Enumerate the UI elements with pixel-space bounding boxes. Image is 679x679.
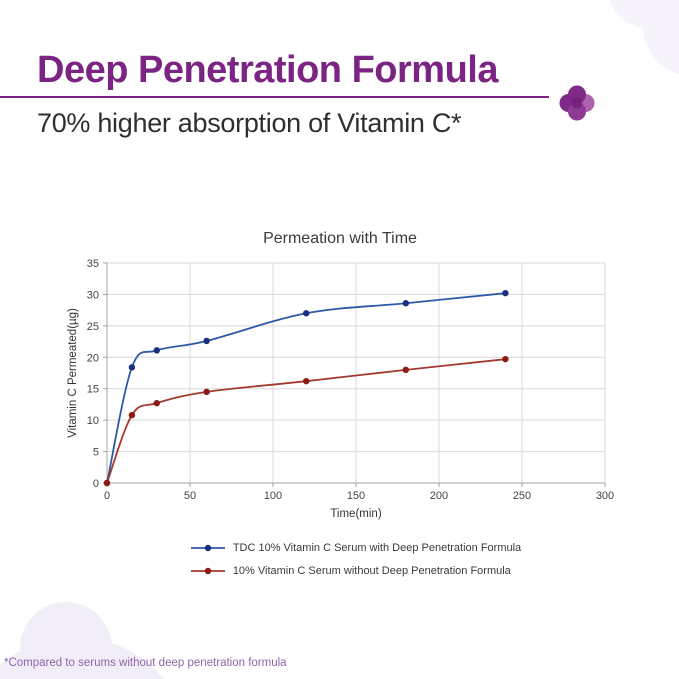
series-line-1	[106, 358, 506, 484]
series-marker-1	[128, 411, 136, 419]
legend-item-with-formula: TDC 10% Vitamin C Serum with Deep Penetr…	[190, 541, 522, 555]
y-tick-label: 10	[87, 415, 99, 427]
title-divider-line	[0, 96, 549, 98]
y-tick-label: 25	[87, 321, 99, 333]
permeation-chart-svg: 0 50 100 150 200 250 300 0 5 10 15 20 25 30 35 Permeati…	[67, 230, 614, 520]
x-tick-label: 0	[104, 490, 110, 502]
chart-title: Permeation with Time	[263, 230, 417, 247]
y-tick-label: 20	[87, 352, 99, 364]
series-marker-0	[203, 337, 210, 345]
footnote: *Compared to serums without deep penetra…	[4, 657, 287, 669]
series-marker-1	[402, 366, 409, 374]
y-tick-label: 15	[87, 384, 99, 396]
plus-cross-icon	[559, 85, 595, 121]
y-tick-label: 30	[87, 289, 99, 301]
legend-label-without-formula: 10% Vitamin C Serum without Deep Penetra…	[232, 565, 511, 577]
x-tick-label: 50	[184, 490, 196, 502]
permeation-chart: 0 50 100 150 200 250 300 0 5 10 15 20 25 30 35 Permeati…	[0, 225, 679, 535]
chart-legend: TDC 10% Vitamin C Serum with Deep Penetr…	[107, 541, 605, 578]
x-tick-label: 150	[347, 490, 365, 502]
page-title: Deep Penetration Formula	[37, 49, 498, 91]
series-marker-1	[502, 355, 509, 363]
series-marker-0	[303, 310, 310, 317]
y-tick-label: 5	[93, 447, 99, 459]
series-marker-0	[128, 364, 136, 371]
series-marker-1	[303, 377, 310, 385]
series-line-0	[106, 292, 506, 484]
series-marker-0	[502, 289, 509, 297]
page-subtitle: 70% higher absorption of Vitamin C*	[37, 108, 462, 138]
series-marker-0	[153, 347, 160, 354]
series-marker-0	[402, 300, 409, 307]
x-tick-label: 100	[264, 490, 282, 502]
y-tick-label: 35	[87, 258, 99, 270]
legend-line-marker-blue-icon	[190, 544, 225, 552]
x-tick-label: 200	[430, 490, 448, 502]
legend-line-marker-red-icon	[190, 567, 225, 575]
x-tick-label: 250	[513, 490, 531, 502]
series-marker-1	[203, 388, 210, 396]
x-tick-label: 300	[596, 490, 614, 502]
x-axis-label: Time(min)	[330, 508, 381, 520]
y-axis-label: Vitamin C Permeated(µg)	[67, 308, 79, 438]
legend-item-without-formula: 10% Vitamin C Serum without Deep Penetra…	[190, 564, 511, 578]
decorative-circle-top-right-large	[643, 0, 679, 77]
legend-label-with-formula: TDC 10% Vitamin C Serum with Deep Penetr…	[232, 542, 522, 554]
series-marker-1	[153, 399, 160, 407]
y-tick-label: 0	[93, 478, 99, 490]
series-marker-1	[103, 479, 111, 487]
